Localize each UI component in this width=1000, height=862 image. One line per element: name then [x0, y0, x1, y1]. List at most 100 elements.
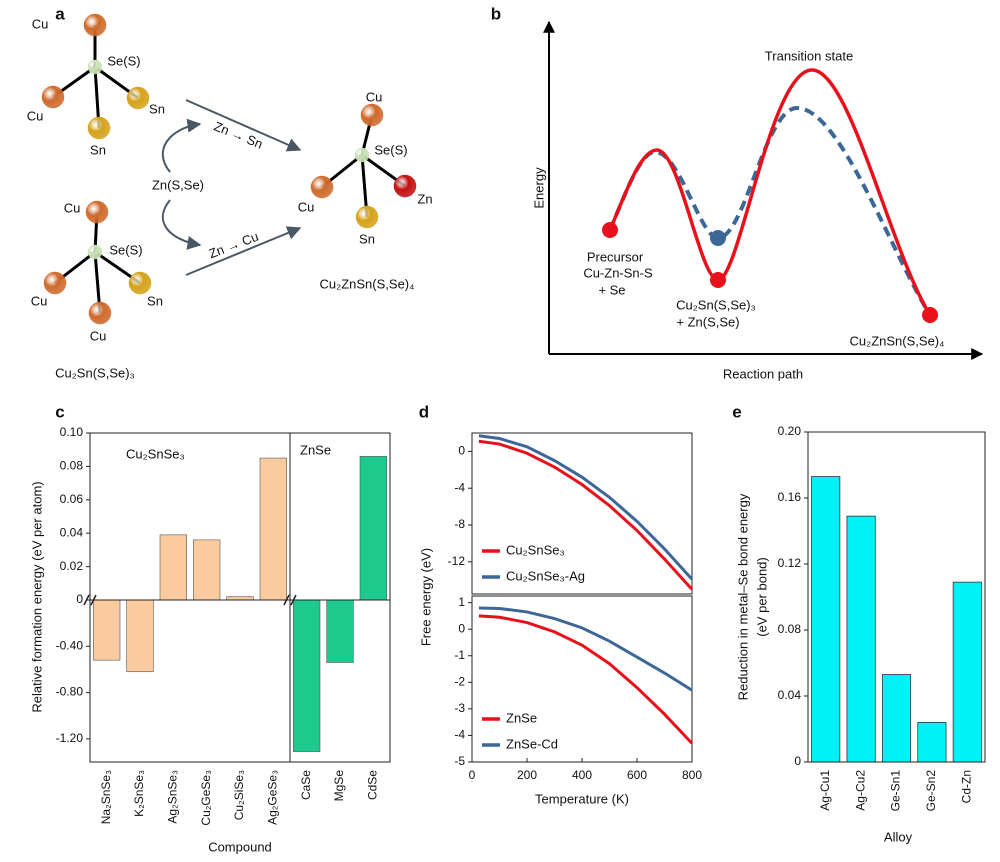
- atom: [360, 103, 384, 127]
- arrow: [185, 226, 302, 276]
- panel-label: a: [55, 4, 65, 23]
- y-tick-label: 0.12: [778, 556, 802, 570]
- plot-frame: [807, 431, 986, 763]
- annotation: Precursor: [587, 249, 644, 264]
- arrow: [185, 99, 302, 152]
- bar: [917, 722, 947, 763]
- annotation: Cu-Zn-Sn-S: [583, 265, 653, 280]
- energy-path: [608, 68, 932, 316]
- y-axis-label: Relative formation energy (eV per atom): [29, 481, 44, 712]
- series-line: [478, 439, 694, 591]
- arrow: [161, 199, 202, 250]
- x-tick-label: Cu₂SiSe₃: [232, 770, 246, 820]
- atom: [354, 147, 370, 163]
- y-tick-label: -0.40: [56, 638, 84, 652]
- atom-label: Sn: [147, 293, 163, 308]
- atom: [43, 271, 67, 295]
- state-dot: [710, 230, 726, 246]
- x-tick-label: CdSe: [366, 770, 380, 800]
- y-tick-label: -4: [454, 480, 465, 494]
- axis-label: Energy: [531, 167, 546, 209]
- atom-label: Cu: [366, 89, 383, 104]
- y-tick-label: 0.20: [778, 424, 802, 438]
- atom-label: Cu: [27, 108, 44, 123]
- atom: [41, 85, 65, 109]
- x-tick-label: Ag-Cu1: [818, 770, 832, 811]
- x-tick-label: Ag₂SnSe₃: [166, 770, 180, 824]
- atom-label: Sn: [149, 101, 165, 116]
- series-line: [478, 614, 694, 745]
- arrow: [161, 118, 202, 173]
- series-line: [478, 434, 694, 581]
- y-axis-label: Reduction in metal–Se bond energy: [735, 493, 750, 700]
- y-tick-label: -12: [448, 554, 466, 568]
- annotation: + Zn(S,Se): [676, 314, 739, 329]
- x-tick-label: Cd-Zn: [959, 770, 973, 803]
- y-tick-label: 1: [458, 595, 465, 609]
- atom-label: Se(S): [109, 242, 142, 257]
- x-tick-label: MgSe: [332, 770, 346, 802]
- series-line: [478, 606, 693, 692]
- y-tick-label: 0.16: [778, 490, 802, 504]
- atom-label: Se(S): [374, 142, 407, 157]
- y-tick-label: 0.08: [778, 622, 802, 636]
- x-tick-label: Cu₂GeSe₃: [199, 770, 213, 826]
- y-tick-label: -4: [454, 728, 465, 742]
- reagent-label: Zn(S,Se): [152, 177, 204, 192]
- y-tick-label: -1.20: [56, 731, 84, 745]
- x-tick-label: K₂SnSe₃: [132, 770, 146, 817]
- legend-label: Cu₂SnSe₃-Ag: [506, 568, 585, 583]
- atom: [87, 244, 103, 260]
- atom-label: Cu: [64, 200, 81, 215]
- panel-a-arrows: [161, 99, 302, 276]
- y-tick-label: -0.80: [56, 685, 84, 699]
- bar: [226, 596, 254, 601]
- y-tick-label: 0.04: [778, 688, 802, 702]
- y-tick-label: 0.02: [60, 559, 84, 573]
- y-tick-label: 0: [458, 621, 465, 635]
- atom-label: Cu: [32, 16, 49, 31]
- atom: [85, 200, 109, 224]
- atom-label: Zn: [417, 191, 432, 206]
- y-axis-label: (eV per bond): [754, 557, 769, 637]
- atom-label: Sn: [90, 142, 106, 157]
- atom: [126, 86, 150, 110]
- y-tick-label: 0: [76, 592, 83, 606]
- y-tick-label: -2: [454, 674, 465, 688]
- panel-label: b: [491, 4, 501, 23]
- x-tick-label: 800: [682, 768, 702, 782]
- y-tick-label: 0: [794, 754, 801, 768]
- y-axis-label: Free energy (eV): [418, 548, 433, 646]
- panel-b-axes: [543, 20, 984, 360]
- axis-label: Reaction path: [723, 366, 803, 381]
- legend-label: ZnSe: [506, 710, 537, 725]
- atom: [87, 116, 111, 140]
- bar: [952, 581, 982, 763]
- group-label: ZnSe: [300, 442, 331, 457]
- bar: [846, 515, 876, 763]
- atom: [310, 175, 334, 199]
- y-tick-label: 0.06: [60, 492, 84, 506]
- atom: [393, 174, 417, 198]
- bar: [193, 539, 221, 601]
- panel-label: d: [419, 402, 429, 421]
- x-tick-label: Na₂SnSe₃: [99, 770, 113, 824]
- annotation: + Se: [598, 282, 625, 297]
- x-tick-label: Ag-Cu2: [853, 770, 867, 811]
- atom: [355, 205, 379, 229]
- atom: [128, 271, 152, 295]
- x-tick-label: 600: [627, 768, 647, 782]
- annotation: Cu₂Sn(S,Se)₃: [676, 297, 756, 312]
- y-tick-label: 0.10: [60, 425, 84, 439]
- group-label: Cu₂SnSe₃: [126, 446, 185, 461]
- x-tick-label: CaSe: [299, 770, 313, 800]
- panel-label: e: [732, 402, 741, 421]
- state-dot: [922, 307, 938, 323]
- state-dot: [710, 272, 726, 288]
- bar: [93, 599, 121, 661]
- bar: [326, 599, 354, 663]
- annotation: Transition state: [765, 48, 853, 63]
- atom-label: Se(S): [107, 53, 140, 68]
- bar: [126, 599, 154, 673]
- y-tick-label: -5: [454, 754, 465, 768]
